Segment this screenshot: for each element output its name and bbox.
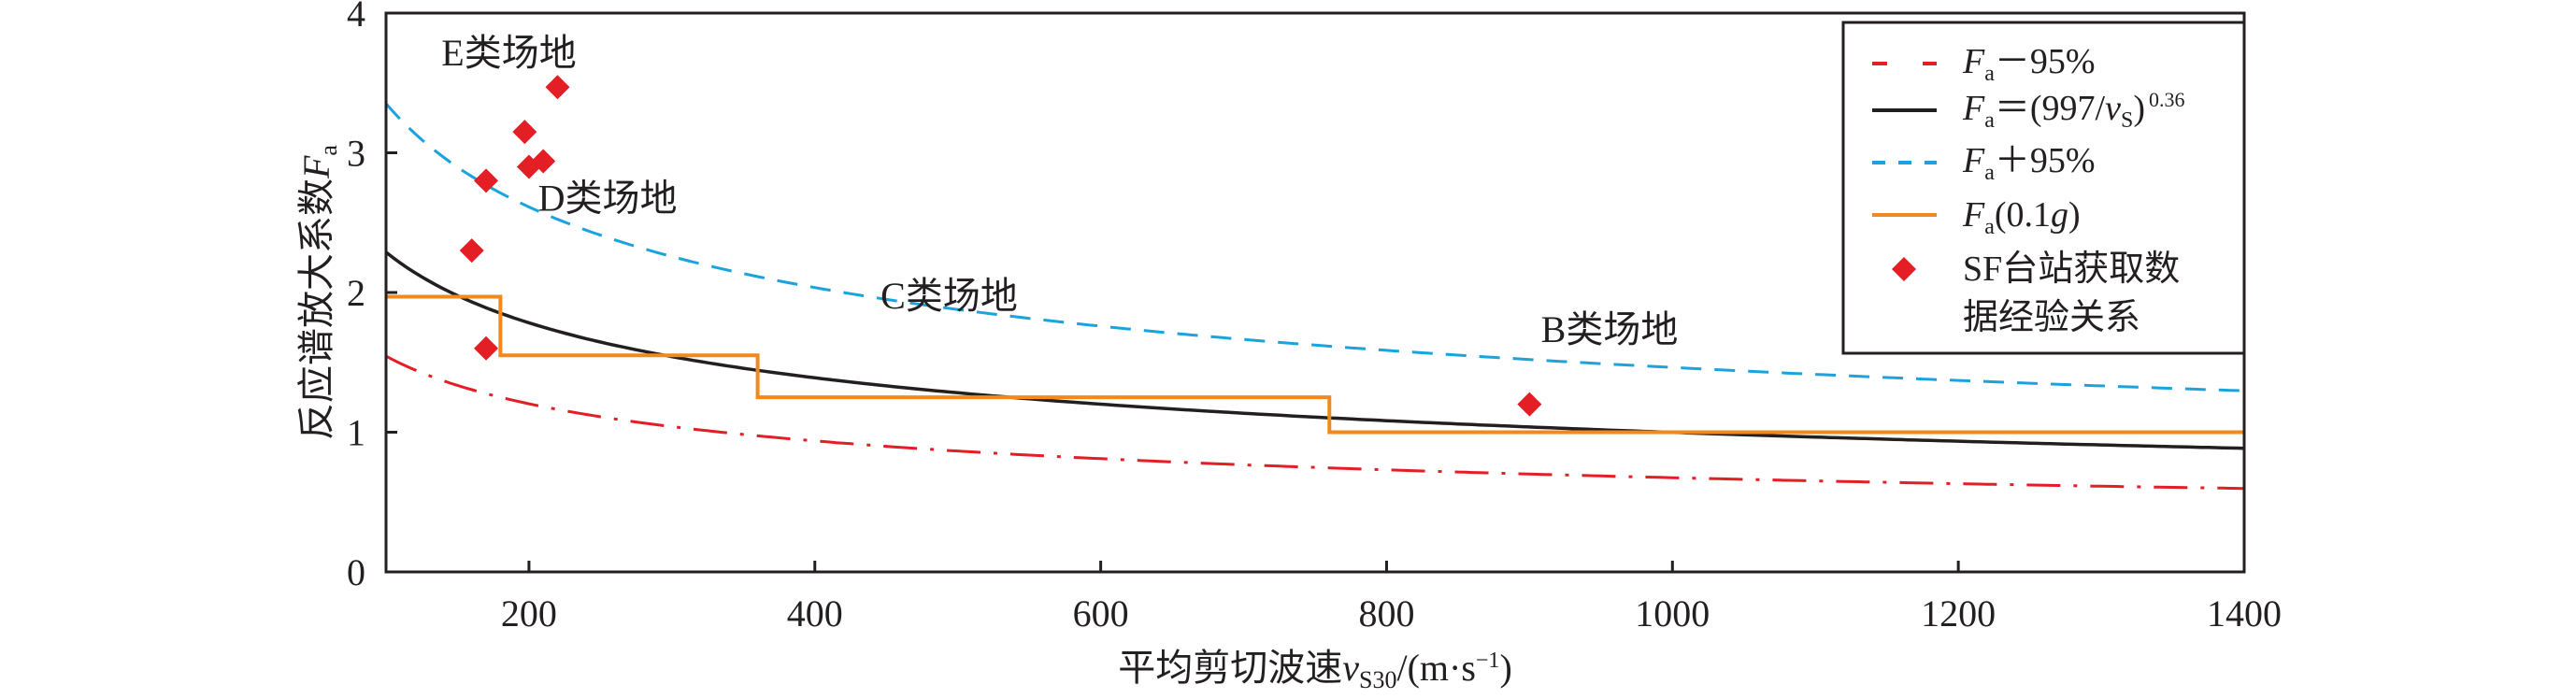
y-axis-title-var: F	[295, 155, 337, 179]
legend-entry-plus95: Fa＋95%	[1962, 141, 2096, 185]
x-axis-title-sub: S30	[1359, 666, 1396, 693]
site-class-label: E类场地	[441, 32, 576, 74]
axis-ticks: 200 400 600 800 1000 1200 1400 0 1 2 3 4	[347, 0, 2282, 635]
x-tick-label: 1000	[1635, 592, 1710, 635]
y-tick-label: 2	[347, 272, 365, 314]
site-class-label: C类场地	[880, 275, 1018, 317]
legend: Fa－95% Fa＝(997/vS) 0.36 Fa＋95% Fa(0.1g) S…	[1841, 21, 2246, 355]
data-point-diamond	[474, 168, 499, 193]
site-class-label: D类场地	[538, 177, 678, 219]
y-tick-label: 0	[347, 551, 365, 593]
series-line-2	[384, 102, 2245, 392]
x-tick-label: 600	[1073, 592, 1129, 635]
site-class-label: B类场地	[1541, 308, 1679, 350]
x-tick-label: 200	[501, 592, 557, 635]
data-point-diamond	[474, 335, 499, 361]
y-tick-label: 4	[347, 0, 365, 35]
x-tick-label: 1400	[2207, 592, 2282, 635]
x-axis-title-var: v	[1342, 647, 1359, 689]
legend-entry-sf-line1: SF台站获取数	[1963, 250, 2180, 289]
legend-swatches	[1872, 62, 1937, 281]
x-axis-title-unit: /(m·s	[1396, 647, 1475, 689]
series-line-1	[384, 250, 2245, 450]
x-axis-title-exp: −1	[1476, 649, 1500, 673]
series-code-step-line	[386, 294, 2244, 435]
y-tick-label: 3	[347, 133, 365, 175]
x-tick-label: 1200	[1921, 592, 1996, 635]
y-axis-title: 反应谱放大系数Fa	[295, 145, 342, 440]
data-point-diamond	[459, 238, 484, 264]
y-tick-label: 1	[347, 412, 365, 454]
x-tick-label: 800	[1358, 592, 1414, 635]
y-axis-title-main: 反应谱放大系数	[295, 178, 337, 440]
x-axis-title: 平均剪切波速vS30/(m·s−1)	[1118, 647, 1512, 693]
data-point-diamond	[512, 120, 537, 145]
legend-entry-formula: Fa＝(997/vS) 0.36	[1962, 88, 2184, 133]
data-point-diamond	[545, 75, 570, 100]
x-tick-label: 400	[787, 592, 843, 635]
y-axis-title-sub: a	[315, 145, 342, 156]
legend-swatch-diamond	[1892, 257, 1916, 281]
legend-box	[1841, 21, 2246, 355]
data-point-diamond	[531, 149, 556, 174]
x-axis-title-close: )	[1499, 647, 1511, 689]
legend-entry-code: Fa(0.1g)	[1962, 195, 2081, 239]
legend-entry-minus95: Fa－95%	[1962, 42, 2096, 86]
legend-entry-sf-line2: 据经验关系	[1963, 298, 2140, 337]
series-line-0	[385, 354, 2245, 491]
annotations: E类场地 D类场地 C类场地 B类场地	[441, 32, 1678, 350]
plot-area	[384, 75, 2245, 491]
x-axis-title-main: 平均剪切波速	[1118, 647, 1342, 689]
data-point-diamond	[1517, 392, 1542, 417]
